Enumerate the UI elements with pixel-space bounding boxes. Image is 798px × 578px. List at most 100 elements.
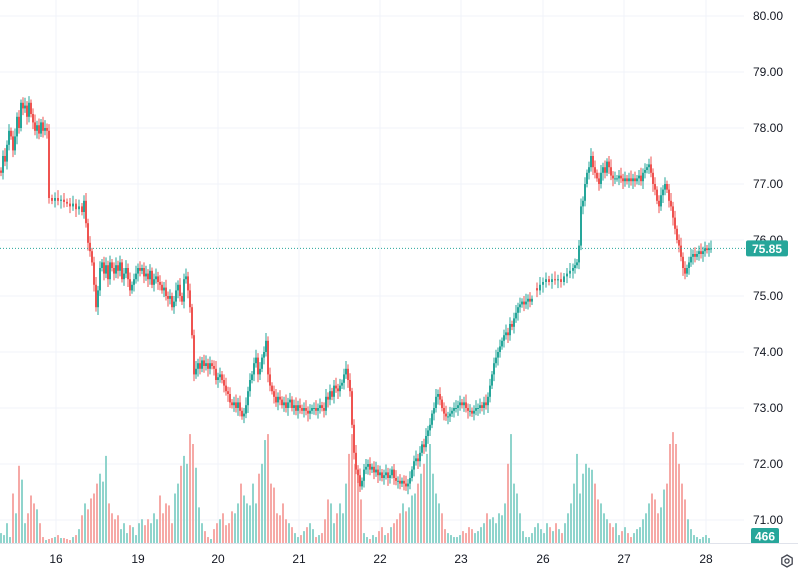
settings-glyph bbox=[781, 554, 793, 568]
volume-bar bbox=[165, 503, 167, 543]
volume-bar bbox=[96, 483, 98, 543]
candle-body bbox=[536, 288, 538, 291]
candle-body bbox=[610, 167, 612, 176]
volume-bar bbox=[255, 503, 257, 543]
volume-bar bbox=[45, 540, 47, 543]
volume-label: 466 bbox=[755, 530, 775, 544]
candle-body bbox=[367, 464, 369, 467]
candle-body bbox=[604, 167, 606, 173]
volume-bar bbox=[471, 529, 473, 543]
volume-bar bbox=[534, 527, 536, 543]
candle-body bbox=[151, 270, 153, 285]
candle-body bbox=[181, 296, 183, 302]
volume-bar bbox=[315, 537, 317, 543]
candle-body bbox=[383, 475, 385, 478]
candle-body bbox=[640, 175, 642, 182]
volume-bar bbox=[459, 535, 461, 543]
volume-bar bbox=[168, 505, 170, 543]
candle-body bbox=[0, 170, 2, 173]
x-tick-label: 27 bbox=[617, 552, 631, 566]
candle-body bbox=[529, 298, 531, 302]
volume-bar bbox=[192, 444, 194, 543]
volume-bar bbox=[435, 493, 437, 543]
volume-bar bbox=[540, 529, 542, 543]
candle-body bbox=[353, 424, 355, 453]
candle-body bbox=[40, 122, 42, 134]
volume-bar bbox=[66, 539, 68, 543]
candle-body bbox=[622, 178, 624, 182]
candle-body bbox=[437, 394, 439, 397]
candle-body bbox=[628, 178, 630, 182]
candle-body bbox=[241, 410, 243, 417]
candle-body bbox=[337, 388, 339, 392]
candle-body bbox=[119, 262, 121, 271]
candle-body bbox=[548, 279, 550, 282]
candle-body bbox=[361, 480, 363, 487]
candle-body bbox=[195, 368, 197, 375]
candle-body bbox=[219, 374, 221, 378]
volume-bar bbox=[501, 515, 503, 543]
volume-bar bbox=[687, 519, 689, 543]
volume-bar bbox=[90, 498, 92, 543]
volume-bar bbox=[645, 513, 647, 543]
volume-bar bbox=[633, 533, 635, 543]
candle-body bbox=[305, 408, 307, 411]
candle-body bbox=[38, 125, 40, 134]
volume-bar bbox=[381, 527, 383, 543]
candle-body bbox=[10, 130, 12, 137]
volume-bar bbox=[252, 483, 254, 543]
candle-body bbox=[93, 262, 95, 285]
candle-body bbox=[239, 402, 241, 411]
candle-body bbox=[467, 408, 469, 411]
candle-body bbox=[381, 472, 383, 478]
candle-body bbox=[69, 203, 71, 207]
candle-body bbox=[145, 273, 147, 277]
volume-bar bbox=[513, 483, 515, 543]
candle-body bbox=[369, 464, 371, 470]
volume-bar bbox=[132, 527, 134, 543]
candle-body bbox=[670, 200, 672, 207]
candle-body bbox=[46, 128, 48, 131]
volume-bar bbox=[690, 529, 692, 543]
volume-bar bbox=[693, 535, 695, 543]
volume-bar bbox=[321, 533, 323, 543]
candle-body bbox=[121, 262, 123, 280]
y-tick-label: 74.00 bbox=[753, 345, 783, 359]
candle-body bbox=[221, 374, 223, 380]
candle-body bbox=[503, 335, 505, 341]
settings-icon[interactable] bbox=[778, 552, 796, 570]
volume-bar bbox=[204, 531, 206, 543]
volume-bar bbox=[378, 531, 380, 543]
candle-body bbox=[161, 284, 163, 291]
candle-body bbox=[409, 478, 411, 484]
volume-bar bbox=[402, 503, 404, 543]
candle-body bbox=[387, 472, 389, 478]
candle-body bbox=[51, 198, 53, 201]
candle-body bbox=[83, 200, 85, 212]
volume-bar bbox=[576, 453, 578, 543]
candle-body bbox=[183, 279, 185, 302]
candle-body bbox=[105, 265, 107, 274]
volume-bar bbox=[21, 479, 23, 543]
volume-bar bbox=[357, 473, 359, 543]
candle-body bbox=[403, 480, 405, 484]
volume-bar bbox=[63, 538, 65, 543]
volume-bar bbox=[426, 453, 428, 543]
volume-bar bbox=[531, 533, 533, 543]
volume-bar bbox=[30, 495, 32, 543]
volume-bar bbox=[171, 523, 173, 543]
candle-body bbox=[582, 200, 584, 207]
volume-bar bbox=[462, 531, 464, 543]
candle-body bbox=[345, 368, 347, 375]
volume-bar bbox=[510, 434, 512, 543]
candle-body bbox=[97, 290, 99, 308]
candle-body bbox=[199, 363, 201, 369]
volume-bar bbox=[684, 499, 686, 543]
volume-bar bbox=[195, 467, 197, 543]
y-tick-label: 78.00 bbox=[753, 121, 783, 135]
candle-body bbox=[417, 458, 419, 462]
candle-body bbox=[16, 116, 18, 137]
candle-body bbox=[578, 245, 580, 263]
